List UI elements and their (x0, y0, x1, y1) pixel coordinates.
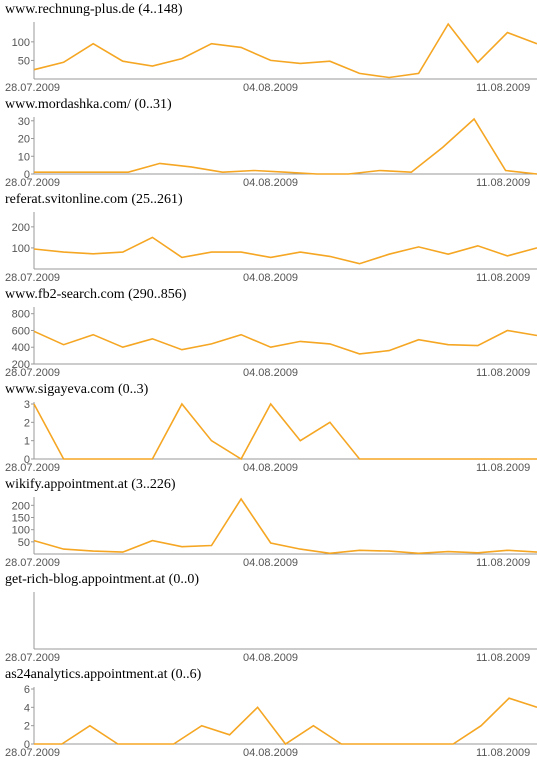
y-tick-label: 100 (12, 525, 30, 537)
y-tick-label: 50 (18, 55, 30, 67)
y-tick-label: 20 (18, 134, 30, 146)
x-tick-label: 11.08.2009 (476, 82, 530, 94)
x-tick-label: 28.07.2009 (5, 367, 60, 379)
chart-panel-3: www.fb2-search.com (290..856) 200 400 600 8… (0, 285, 537, 380)
x-tick-label: 28.07.2009 (5, 462, 60, 474)
line-chart: 100 200 28.07.2009 04.08.2009 11.08.2009 (5, 212, 537, 284)
line-chart: 0 2 4 6 28.07.2009 04.08.2009 11.08.2009 (5, 684, 537, 759)
chart-panel-0: www.rechnung-plus.de (4..148) 50 100 28.07… (0, 0, 537, 95)
line-chart: 200 400 600 800 28.07.2009 04.08.2009 11.08.20… (5, 307, 537, 379)
y-tick-label: 100 (12, 37, 30, 49)
series-line (34, 117, 537, 175)
x-tick-label: 04.08.2009 (243, 462, 298, 474)
y-tick-label: 100 (12, 243, 30, 255)
line-chart: 0 10 20 30 28.07.2009 04.08.2009 11.08.2009 (5, 116, 537, 189)
series-line (34, 697, 537, 746)
y-tick-label: 1 (24, 436, 30, 448)
x-tick-label: 11.08.2009 (476, 272, 530, 284)
line-chart: 50 100 28.07.2009 04.08.2009 11.08.2009 (5, 22, 537, 94)
y-tick-label: 150 (12, 512, 30, 524)
chart-panel-2: referat.svitonline.com (25..261) 100 200 2… (0, 190, 537, 285)
y-tick-label: 6 (24, 684, 30, 696)
y-tick-label: 2 (24, 417, 30, 429)
y-tick-label: 600 (12, 325, 30, 337)
x-tick-label: 28.07.2009 (5, 652, 60, 664)
chart-panel-6: get-rich-blog.appointment.at (0..0) 28.0… (0, 570, 537, 665)
series-line (33, 497, 537, 555)
line-chart: 28.07.2009 04.08.2009 11.08.2009 (5, 592, 537, 664)
y-tick-label: 3 (24, 399, 30, 411)
series-line (33, 402, 537, 461)
chart-title: www.fb2-search.com (290..856) (5, 287, 187, 302)
x-tick-label: 04.08.2009 (243, 367, 298, 379)
y-tick-label: 2 (24, 721, 30, 733)
y-tick-label: 50 (18, 537, 30, 549)
x-tick-label: 28.07.2009 (5, 177, 60, 189)
y-tick-label: 0 (24, 169, 30, 181)
series-line (33, 329, 537, 355)
y-tick-label: 800 (12, 309, 30, 321)
x-tick-label: 11.08.2009 (476, 557, 530, 569)
series-line (33, 22, 537, 79)
x-tick-label: 28.07.2009 (5, 272, 60, 284)
y-tick-label: 400 (12, 342, 30, 354)
chart-title: www.mordashka.com/ (0..31) (5, 97, 172, 112)
chart-panel-5: wikify.appointment.at (3..226) 50 100 150 2… (0, 475, 537, 570)
x-tick-label: 04.08.2009 (243, 652, 298, 664)
x-tick-label: 04.08.2009 (243, 747, 298, 759)
y-tick-label: 4 (24, 702, 30, 714)
chart-title: get-rich-blog.appointment.at (0..0) (5, 572, 199, 587)
y-tick-label: 0 (24, 739, 30, 751)
x-tick-label: 28.07.2009 (5, 747, 60, 759)
x-tick-label: 04.08.2009 (243, 272, 298, 284)
chart-title: as24analytics.appointment.at (0..6) (5, 667, 202, 682)
series-line (33, 236, 537, 265)
y-tick-label: 200 (12, 500, 30, 512)
chart-title: wikify.appointment.at (3..226) (5, 477, 176, 492)
line-chart: 0 1 2 3 28.07.2009 04.08.2009 11.08.2009 (5, 399, 537, 474)
x-tick-label: 11.08.2009 (476, 462, 530, 474)
chart-title: referat.svitonline.com (25..261) (5, 192, 183, 207)
y-tick-label: 200 (12, 359, 30, 371)
chart-panel-7: as24analytics.appointment.at (0..6) 0 2 4 6… (0, 665, 537, 760)
y-tick-label: 30 (18, 116, 30, 128)
x-tick-label: 04.08.2009 (243, 177, 298, 189)
chart-title: www.rechnung-plus.de (4..148) (5, 2, 183, 17)
y-tick-label: 10 (18, 151, 30, 163)
x-tick-label: 11.08.2009 (476, 747, 530, 759)
chart-panel-1: www.mordashka.com/ (0..31) 0 10 20 30 28.07.… (0, 95, 537, 190)
y-tick-label: 0 (24, 454, 30, 466)
x-tick-label: 11.08.2009 (476, 177, 530, 189)
chart-title: www.sigayeva.com (0..3) (5, 382, 149, 397)
chart-panel-4: www.sigayeva.com (0..3) 0 1 2 3 28.07.2009 04… (0, 380, 537, 475)
x-tick-label: 28.07.2009 (5, 82, 60, 94)
x-tick-label: 11.08.2009 (476, 652, 530, 664)
x-tick-label: 04.08.2009 (243, 82, 298, 94)
x-tick-label: 28.07.2009 (5, 557, 60, 569)
x-tick-label: 11.08.2009 (476, 367, 530, 379)
x-tick-label: 04.08.2009 (243, 557, 298, 569)
y-tick-label: 200 (12, 222, 30, 234)
